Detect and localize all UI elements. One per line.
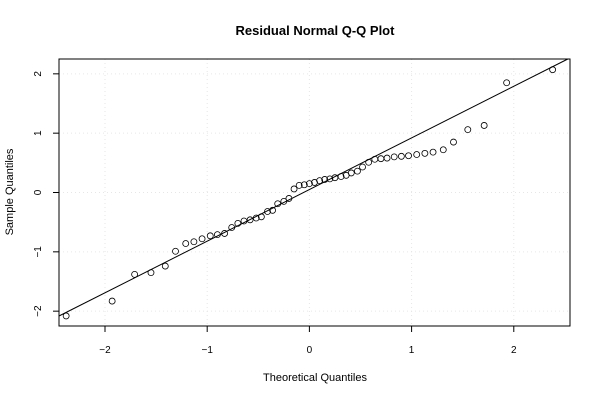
data-point — [321, 176, 329, 183]
data-point — [450, 138, 457, 146]
data-point — [421, 149, 429, 157]
data-point — [397, 152, 405, 160]
chart-title: Residual Normal Q-Q Plot — [236, 23, 396, 38]
data-point — [464, 126, 472, 134]
data-point — [377, 155, 385, 163]
y-tick-label: 0 — [33, 189, 44, 195]
data-point — [131, 270, 139, 278]
data-point — [295, 181, 303, 189]
data-point — [300, 181, 308, 189]
data-point — [214, 231, 221, 239]
data-point — [161, 262, 169, 270]
x-axis-label: Theoretical Quantiles — [263, 372, 367, 384]
data-point — [359, 163, 366, 171]
data-point — [354, 167, 361, 175]
data-point — [371, 155, 379, 163]
data-point — [264, 208, 271, 215]
data-point — [190, 238, 198, 246]
y-tick-label: 2 — [33, 71, 44, 77]
x-tick-label: 2 — [511, 345, 517, 356]
data-point — [147, 269, 155, 277]
data-point — [280, 197, 288, 205]
data-point — [480, 122, 488, 129]
data-point — [439, 146, 447, 154]
data-point — [326, 175, 334, 183]
data-point — [246, 216, 254, 224]
data-point — [383, 154, 391, 162]
data-point — [206, 232, 214, 240]
data-point — [269, 206, 276, 214]
data-point — [221, 230, 228, 237]
data-point — [305, 180, 313, 188]
data-point — [337, 173, 345, 180]
data-point — [252, 214, 260, 222]
data-point — [228, 224, 236, 231]
data-point — [405, 152, 412, 160]
reference-line-group — [58, 58, 569, 317]
data-point — [390, 153, 398, 161]
data-points — [62, 66, 557, 320]
data-point — [285, 195, 293, 202]
data-point — [429, 148, 437, 156]
data-point — [62, 312, 70, 320]
data-point — [108, 297, 116, 305]
x-tick-label: 0 — [307, 345, 313, 356]
data-point — [549, 66, 557, 74]
data-point — [274, 200, 282, 208]
axis-ticks: −2 −1 0 1 2 −2 −1 0 1 2 — [33, 71, 517, 356]
reference-line — [58, 58, 569, 317]
data-point — [182, 240, 190, 247]
data-point — [172, 247, 179, 255]
data-point — [234, 219, 242, 227]
x-tick-label: 1 — [409, 345, 415, 356]
data-point — [365, 158, 373, 166]
data-point — [413, 151, 421, 158]
data-point — [347, 169, 355, 177]
y-tick-label: −2 — [33, 305, 44, 317]
x-tick-label: −1 — [201, 345, 213, 356]
x-tick-label: −2 — [99, 345, 111, 356]
data-point — [198, 235, 206, 243]
grid-lines — [59, 59, 570, 326]
y-tick-label: −1 — [33, 246, 44, 258]
y-tick-label: 1 — [33, 130, 44, 136]
y-axis-label: Sample Quantiles — [4, 148, 16, 235]
data-point — [257, 213, 265, 221]
data-point — [290, 185, 298, 193]
data-point — [503, 79, 511, 87]
data-point — [316, 177, 324, 185]
